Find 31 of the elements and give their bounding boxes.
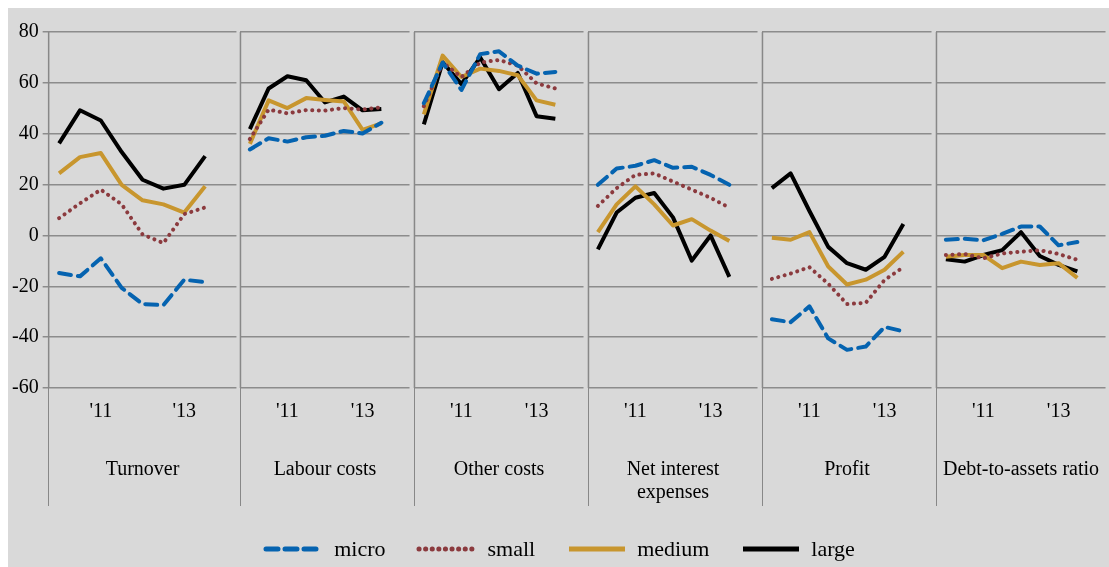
- y-tick-label: -20: [11, 273, 39, 296]
- y-tick-label: 40: [18, 120, 39, 143]
- x-tick-label: '13: [524, 399, 549, 422]
- legend-label: small: [487, 536, 536, 562]
- x-tick-label: '11: [89, 399, 113, 422]
- x-axis-title: Labour costs: [273, 457, 377, 480]
- x-tick-label: '11: [971, 399, 995, 422]
- legend-label: micro: [334, 536, 386, 562]
- y-tick-label: -40: [11, 324, 39, 347]
- x-tick-label: '13: [1046, 399, 1071, 422]
- x-axis-title: Net interest expenses: [626, 457, 720, 504]
- x-tick-label: '11: [623, 399, 647, 422]
- x-tick-label: '11: [797, 399, 821, 422]
- y-tick-label: 80: [18, 19, 39, 42]
- legend-label: medium: [637, 536, 710, 562]
- x-tick-label: '13: [350, 399, 375, 422]
- x-tick-label: '13: [872, 399, 897, 422]
- y-tick-label: 0: [28, 222, 39, 245]
- x-axis-title: Other costs: [453, 457, 545, 480]
- x-axis-title: Turnover: [105, 457, 180, 480]
- x-tick-label: '13: [172, 399, 197, 422]
- y-tick-label: 20: [18, 171, 39, 194]
- legend-label: large: [811, 536, 855, 562]
- x-axis-title: Debt-to-assets ratio: [942, 457, 1100, 480]
- x-tick-label: '11: [275, 399, 299, 422]
- x-tick-label: '11: [449, 399, 473, 422]
- y-tick-label: 60: [18, 70, 39, 93]
- line-series: [57, 187, 208, 246]
- x-tick-label: '13: [698, 399, 723, 422]
- x-axis-title: Profit: [824, 457, 871, 480]
- y-tick-label: -60: [11, 375, 39, 398]
